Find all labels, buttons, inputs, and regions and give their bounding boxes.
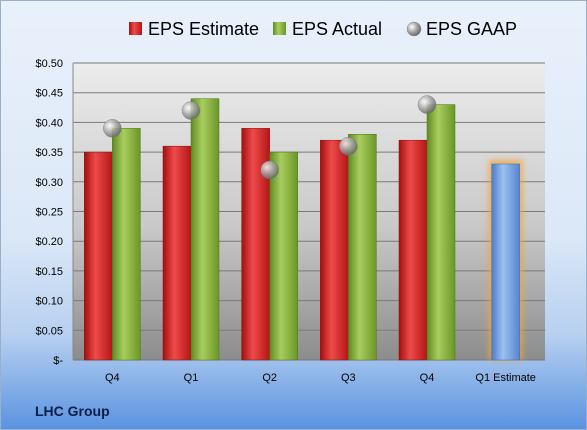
legend: EPS Estimate EPS Actual EPS GAAP [129, 19, 517, 39]
eps-gaap-point [181, 101, 201, 120]
bar-eps-actual [348, 134, 377, 361]
eps-gaap-point [417, 95, 437, 114]
bar-eps-actual [269, 151, 298, 361]
company-name: LHC Group [35, 403, 110, 419]
bar-eps-estimate [162, 145, 192, 361]
y-tick-label: $0.10 [35, 296, 63, 308]
x-axis: Q4 Q1 Q2 Q3 Q4 Q1 Estimate [105, 372, 536, 384]
x-tick-label: Q4 [105, 372, 120, 384]
gridlines [73, 62, 545, 361]
bar-eps-estimate [84, 151, 113, 361]
y-tick-label: $0.50 [35, 58, 63, 70]
x-tick-label: Q1 Estimate [475, 372, 536, 384]
legend-swatch [273, 22, 286, 35]
y-tick-label: $0.45 [35, 88, 63, 100]
bar-eps-actual [190, 98, 220, 361]
bar-eps-estimate [320, 139, 349, 361]
bar-eps-actual [112, 128, 141, 361]
eps-gaap-point [103, 119, 122, 138]
x-tick-label: Q4 [420, 372, 435, 384]
legend-label: EPS Estimate [148, 19, 259, 39]
legend-swatch [406, 21, 422, 37]
legend-label: EPS Actual [292, 19, 382, 39]
legend-swatch [129, 22, 142, 35]
y-tick-label: $0.15 [35, 266, 63, 278]
y-tick-label: $0.25 [35, 207, 63, 219]
y-tick-label: $0.20 [35, 236, 63, 248]
eps-gaap-point [339, 136, 358, 156]
y-tick-label: $0.30 [35, 177, 63, 189]
y-tick-label: $0.35 [35, 147, 63, 159]
x-tick-label: Q2 [262, 372, 277, 384]
bar-eps-actual [426, 104, 456, 361]
bars [84, 98, 523, 361]
x-tick-label: Q1 [184, 372, 199, 384]
bar-eps-estimate [398, 139, 428, 361]
legend-label: EPS GAAP [426, 19, 517, 39]
y-axis: $- $0.05 $0.10 $0.15 $0.20 $0.25 $0.30 $0.35 $0.… [35, 58, 74, 367]
y-tick-label: $- [53, 355, 63, 367]
gaap-points [103, 95, 437, 180]
x-tick-label: Q3 [341, 372, 356, 384]
eps-gaap-point [260, 160, 279, 180]
y-tick-label: $0.40 [35, 117, 63, 129]
bar-q1-estimate [491, 163, 520, 361]
y-tick-label: $0.05 [35, 325, 63, 337]
